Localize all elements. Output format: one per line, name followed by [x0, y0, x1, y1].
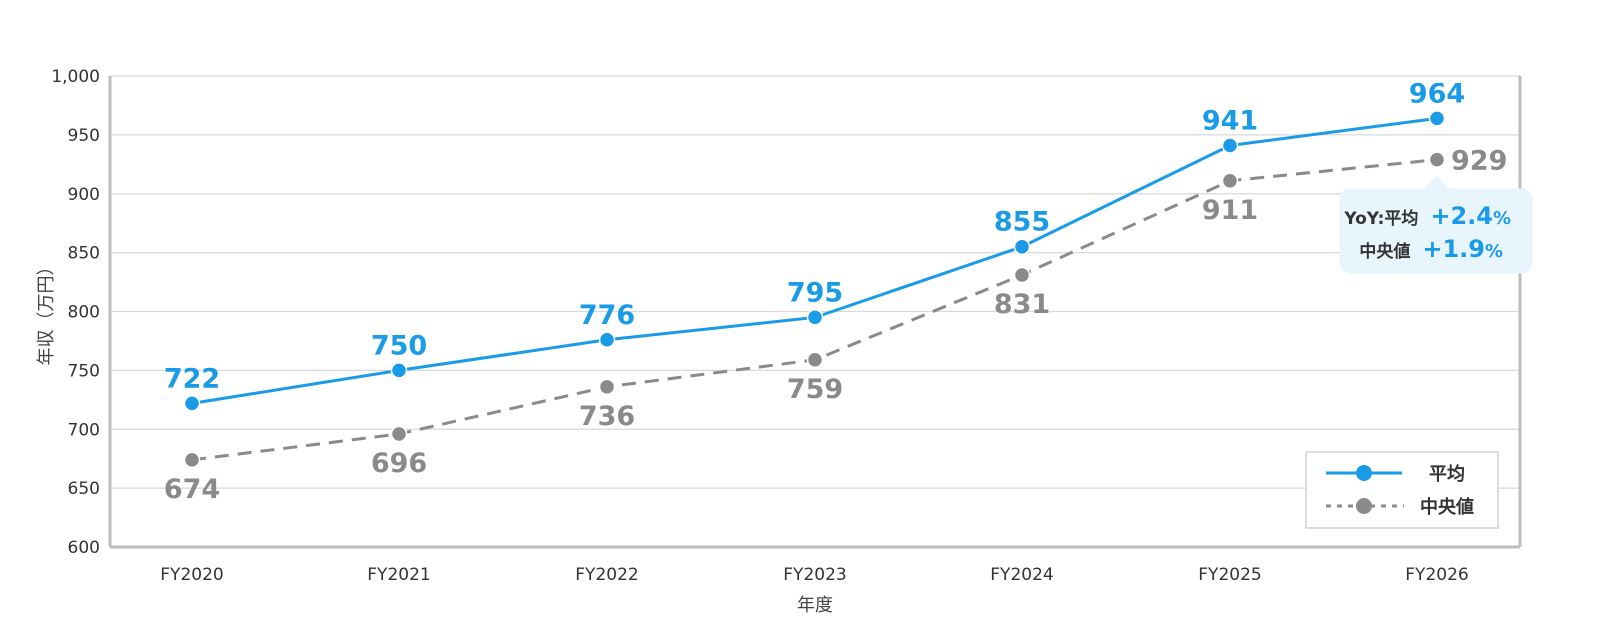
- legend-item-median: 中央値: [1326, 496, 1474, 518]
- y-tick-label: 800: [68, 303, 100, 323]
- data-label-average: 941: [1202, 105, 1258, 136]
- data-point-average: [1428, 110, 1446, 127]
- data-point-average: [183, 395, 201, 412]
- data-label-median: 759: [787, 374, 843, 405]
- x-tick-label: FY2020: [160, 565, 223, 585]
- legend-swatch-median-marker: [1356, 498, 1372, 514]
- y-tick-label: 850: [68, 244, 100, 264]
- y-tick-label: 950: [68, 126, 100, 146]
- data-label-average: 795: [787, 277, 843, 308]
- x-tick-label: FY2023: [783, 565, 846, 585]
- data-label-average: 776: [579, 300, 635, 331]
- yoy-average-value: +2.4: [1430, 202, 1493, 230]
- yoy-median-value: +1.9: [1422, 235, 1485, 263]
- legend-swatch-average-marker: [1356, 465, 1372, 481]
- legend-label-average: 平均: [1429, 463, 1465, 485]
- data-label-median: 696: [371, 448, 427, 479]
- x-tick-label: FY2021: [367, 565, 430, 585]
- data-label-average: 855: [994, 207, 1050, 238]
- x-axis-title: 年度: [797, 595, 833, 616]
- yoy-median-label: 中央値: [1359, 241, 1410, 262]
- data-label-median: 831: [994, 289, 1050, 320]
- data-point-average: [390, 362, 408, 379]
- data-point-median: [1013, 266, 1031, 284]
- series: [183, 110, 1446, 469]
- data-label-median: 929: [1451, 146, 1507, 177]
- data-point-average: [1221, 137, 1239, 154]
- x-tick-label: FY2022: [575, 565, 638, 585]
- data-label-average: 750: [371, 330, 427, 361]
- data-point-median: [1221, 172, 1239, 190]
- axes: [108, 76, 1522, 549]
- x-tick-label: FY2025: [1198, 565, 1261, 585]
- data-label-average: 722: [164, 363, 220, 394]
- yoy-line1: YoY:平均 +2.4%: [1343, 202, 1511, 230]
- data-labels: 722 750 776 795 855 941 964 674 696 736 759 831 911 9…: [164, 78, 1508, 504]
- gridlines: [110, 75, 1520, 489]
- data-label-median: 674: [164, 474, 220, 505]
- data-point-average: [598, 331, 616, 349]
- y-tick-label: 750: [68, 361, 100, 381]
- data-point-median: [806, 351, 824, 369]
- y-tick-label: 650: [68, 479, 100, 499]
- yoy-callout-bubble: [1339, 175, 1533, 274]
- x-tick-label: FY2024: [990, 565, 1053, 585]
- data-point-median: [390, 425, 408, 443]
- y-tick-labels: 600 650 700 750 800 850 900 950 1,000: [51, 67, 100, 558]
- legend: 平均 中央値: [1305, 451, 1499, 529]
- y-tick-label: 600: [68, 538, 100, 558]
- x-tick-labels: FY2020 FY2021 FY2022 FY2023 FY2024 FY2025 FY20…: [160, 565, 1468, 585]
- data-point-median: [1428, 151, 1446, 168]
- legend-item-average: 平均: [1326, 463, 1465, 485]
- legend-box: [1305, 451, 1499, 529]
- y-axis-title: 年収（万円）: [36, 258, 57, 366]
- yoy-median-unit: %: [1485, 241, 1503, 262]
- data-point-median: [183, 451, 201, 469]
- yoy-average-label: YoY:平均: [1343, 208, 1418, 229]
- yoy-line2: 中央値 +1.9%: [1359, 235, 1503, 263]
- yoy-average-unit: %: [1493, 208, 1511, 229]
- data-label-median: 911: [1202, 195, 1258, 226]
- yoy-callout: YoY:平均 +2.4% 中央値 +1.9%: [1339, 175, 1533, 274]
- y-tick-label: 900: [68, 185, 100, 205]
- y-tick-label: 1,000: [51, 67, 100, 87]
- data-point-average: [806, 309, 824, 326]
- x-tick-label: FY2026: [1405, 565, 1468, 585]
- data-point-average: [1013, 238, 1031, 255]
- data-point-median: [598, 378, 616, 396]
- data-label-average: 964: [1409, 78, 1465, 109]
- legend-label-median: 中央値: [1420, 496, 1474, 518]
- data-label-median: 736: [579, 401, 635, 432]
- y-tick-label: 700: [68, 420, 100, 440]
